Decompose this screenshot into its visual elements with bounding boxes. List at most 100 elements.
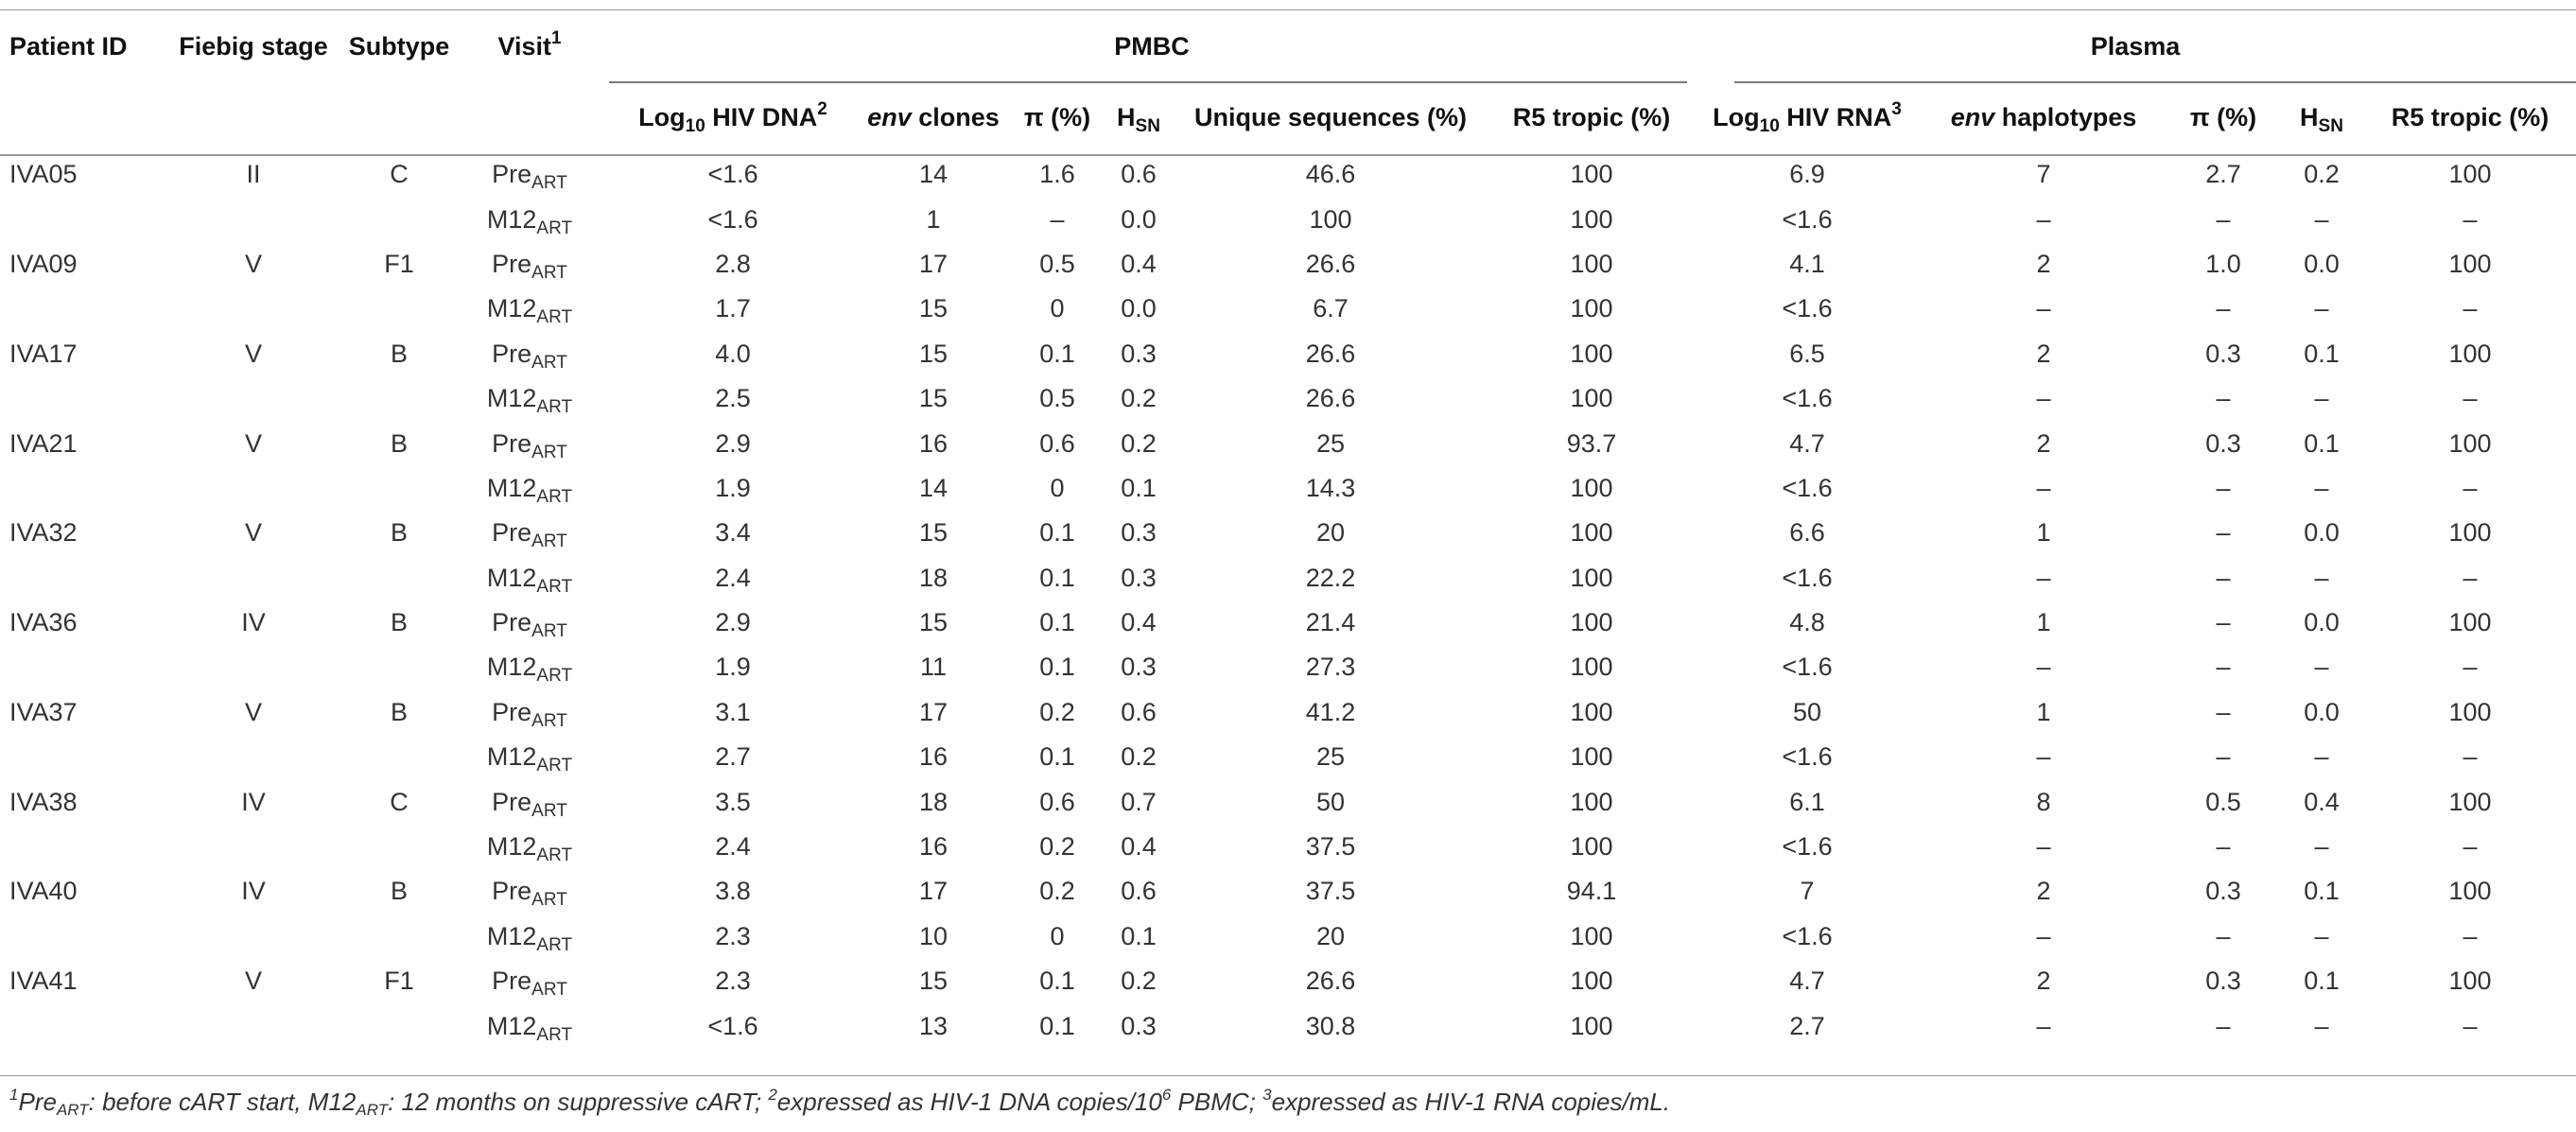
- subtype-cell: [348, 645, 450, 689]
- r5-tropic-plasma-cell: –: [2463, 742, 2478, 772]
- patient-id-cell: [0, 914, 159, 959]
- subtype-cell: [348, 376, 450, 421]
- log-hiv-rna-cell: 4.7: [1789, 428, 1825, 458]
- header-group-plasma: Plasma: [1695, 9, 2576, 83]
- visit-cell: PreART: [450, 152, 609, 197]
- header-subtype: Subtype: [348, 31, 450, 61]
- log-hiv-rna-cell: 6.1: [1789, 787, 1825, 816]
- hsn-plasma-cell: 0.1: [2304, 339, 2340, 368]
- env-clones-cell: 15: [918, 608, 949, 637]
- unique-sequences-cell: 25: [1315, 428, 1346, 458]
- r5-tropic-pmbc-cell: 100: [1570, 1011, 1613, 1040]
- log-hiv-rna-cell: 6.9: [1789, 160, 1825, 189]
- table-row: M12ART <1.6 1 – 0.0 100 100 <1.6 – – – –: [0, 197, 2576, 241]
- header-blank-2: [159, 83, 348, 152]
- subtype-cell: [348, 914, 450, 959]
- env-clones-cell: 15: [918, 967, 949, 996]
- patient-id-cell: [0, 1003, 159, 1048]
- header-env-clones: env clones: [857, 83, 1010, 152]
- patient-id-cell: IVA05: [9, 160, 78, 189]
- visit-cell: PreART: [450, 332, 609, 376]
- visit-label: Pre: [492, 428, 532, 458]
- env-clones-cell: 15: [918, 518, 949, 548]
- pi-pmbc-cell: 0.2: [1039, 832, 1075, 862]
- log-hiv-dna-cell: 2.4: [715, 563, 751, 592]
- fiebig-stage-cell: [159, 825, 348, 869]
- footnote-text-6: expressed as HIV-1 RNA copies/mL.: [1271, 1088, 1671, 1116]
- footnote-text-1: Pre: [18, 1088, 57, 1116]
- log-hiv-rna-cell: 50: [1792, 697, 1822, 726]
- visit-subscript: ART: [531, 621, 567, 642]
- patient-id-cell: IVA21: [9, 428, 78, 458]
- visit-label: Pre: [492, 787, 532, 816]
- subtype-cell: [348, 825, 450, 869]
- env-haplotypes-cell: 2: [2036, 339, 2051, 368]
- log-hiv-rna-cell: 6.5: [1789, 339, 1825, 368]
- unique-sequences-cell: 26.6: [1305, 967, 1356, 996]
- env-haplotypes-cell: 2: [2036, 877, 2051, 906]
- r5-tropic-plasma-cell: 100: [2448, 967, 2492, 996]
- pi-plasma-cell: 2.7: [2205, 160, 2241, 189]
- unique-sequences-cell: 26.6: [1305, 249, 1356, 278]
- pi-pmbc-cell: 1.6: [1039, 160, 1075, 189]
- hsn-plasma-cell: 0.0: [2304, 697, 2340, 726]
- patient-id-cell: IVA36: [9, 608, 78, 637]
- log-hiv-dna-cell: 2.7: [715, 742, 751, 772]
- env-clones-cell: 16: [918, 832, 949, 862]
- log-hiv-rna-cell: 7: [1800, 877, 1815, 906]
- unique-sequences-cell: 26.6: [1305, 384, 1356, 413]
- visit-subscript: ART: [531, 980, 567, 1001]
- visit-label: M12: [486, 1011, 537, 1040]
- visit-subscript: ART: [536, 486, 573, 507]
- hsn-pmbc-cell: 0.0: [1121, 204, 1157, 234]
- fiebig-stage-cell: V: [244, 697, 262, 726]
- visit-label: M12: [486, 742, 537, 772]
- r5-tropic-plasma-cell: 100: [2448, 518, 2492, 548]
- table-row: M12ART <1.6 13 0.1 0.3 30.8 100 2.7 – – – –: [0, 1003, 2576, 1048]
- unique-sequences-cell: 21.4: [1305, 608, 1356, 637]
- r5-tropic-pmbc-cell: 93.7: [1566, 428, 1617, 458]
- log-hiv-dna-cell: <1.6: [707, 204, 758, 234]
- header-fiebig-stage: Fiebig stage: [179, 31, 328, 61]
- table-row: M12ART 1.7 15 0 0.0 6.7 100 <1.6 – – – –: [0, 287, 2576, 331]
- unique-sequences-cell: 100: [1309, 204, 1352, 234]
- hsn-plasma-cell: –: [2314, 204, 2329, 234]
- visit-label: M12: [486, 294, 537, 323]
- subtype-cell: [348, 1003, 450, 1048]
- log-hiv-rna-cell: <1.6: [1782, 742, 1833, 772]
- pi-plasma-cell: 0.3: [2205, 339, 2241, 368]
- env-haplotypes-cell: –: [2036, 1011, 2051, 1040]
- env-haplotypes-italic: env: [1950, 103, 1995, 131]
- table-row: IVA37 V B PreART 3.1 17 0.2 0.6 41.2 100 50 1 – 0.0 10…: [0, 690, 2576, 735]
- env-haplotypes-cell: 8: [2036, 787, 2051, 816]
- fiebig-stage-cell: [159, 287, 348, 331]
- pi-plasma-cell: –: [2216, 832, 2231, 862]
- pi-plasma-cell: –: [2216, 921, 2231, 950]
- patient-id-cell: [0, 376, 159, 421]
- log-dna-text: Log: [638, 103, 686, 131]
- env-haplotypes-cell: 1: [2036, 608, 2051, 637]
- r5-tropic-pmbc-cell: 94.1: [1566, 877, 1617, 906]
- unique-sequences-cell: 27.3: [1305, 653, 1356, 682]
- log-hiv-rna-cell: 4.1: [1789, 249, 1825, 278]
- env-clones-cell: 16: [918, 742, 949, 772]
- header-patient-id: Patient ID: [9, 31, 128, 61]
- patient-id-cell: IVA41: [9, 967, 78, 996]
- visit-cell: PreART: [450, 601, 609, 645]
- pi-plasma-cell: 0.3: [2205, 967, 2241, 996]
- r5-tropic-pmbc-cell: 100: [1570, 160, 1613, 189]
- pi-plasma-cell: –: [2216, 1011, 2231, 1040]
- env-haplotypes-cell: 2: [2036, 249, 2051, 278]
- header-visit-footnote: 1: [550, 27, 562, 48]
- visit-label: M12: [486, 384, 537, 413]
- log-hiv-dna-cell: 2.3: [715, 967, 751, 996]
- visit-cell: M12ART: [450, 825, 609, 869]
- env-haplotypes-cell: –: [2036, 653, 2051, 682]
- subtype-cell: B: [390, 877, 408, 906]
- visit-subscript: ART: [531, 890, 567, 911]
- hsn-pmbc-text: H: [1117, 103, 1136, 131]
- log-hiv-dna-cell: 4.0: [715, 339, 751, 368]
- pi-pmbc-cell: 0.1: [1039, 339, 1075, 368]
- visit-label: M12: [486, 473, 537, 502]
- env-haplotypes-cell: –: [2036, 294, 2051, 323]
